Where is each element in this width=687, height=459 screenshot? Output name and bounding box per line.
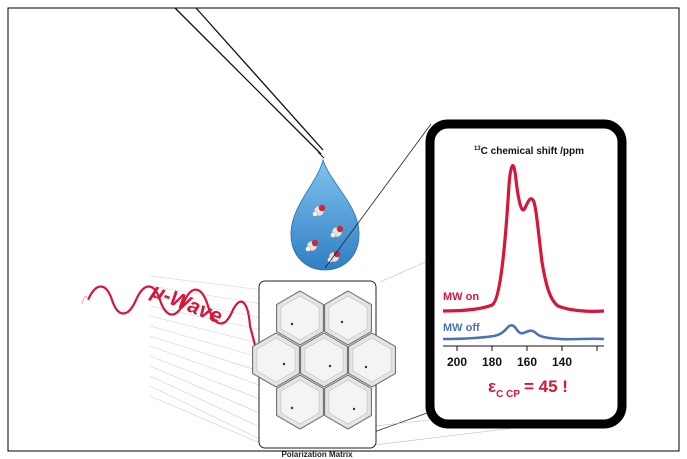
radical-dot xyxy=(290,322,294,326)
spectrum-title-superscript: 13 xyxy=(474,146,481,152)
matrix-label: Polarization Matrix xyxy=(281,450,353,459)
wave-label: μ-Wave xyxy=(147,279,226,329)
matrix-pore xyxy=(328,295,368,341)
mw-off-trace xyxy=(442,324,605,341)
polarization-matrix: Polarization Matrix xyxy=(252,280,396,459)
tick-label: 200 xyxy=(447,355,467,369)
enhancement-subscript: C CP xyxy=(496,389,520,400)
radical-dot xyxy=(352,407,356,411)
matrix-pore xyxy=(328,379,368,425)
radical-dot xyxy=(328,364,332,368)
spectrum-title: 13C chemical shift /ppm xyxy=(474,146,584,157)
tick-label: 180 xyxy=(482,355,502,369)
molecule-icon xyxy=(305,239,319,252)
radical-dot xyxy=(340,320,344,324)
x-axis: 200 180 160 140 xyxy=(443,345,604,369)
mw-on-trace xyxy=(442,164,605,313)
molecule-icon xyxy=(330,225,344,238)
tick-label: 140 xyxy=(552,355,572,369)
beam-lines xyxy=(149,275,263,445)
matrix-pore xyxy=(280,295,320,341)
radical-dot xyxy=(364,365,368,369)
pipette-icon xyxy=(174,7,325,159)
zoom-lines xyxy=(324,123,432,433)
mw-on-label: MW on xyxy=(443,291,479,303)
molecule-icon xyxy=(312,204,326,217)
mw-off-label: MW off xyxy=(443,322,480,334)
matrix-pore xyxy=(304,337,344,383)
matrix-pore xyxy=(256,337,296,383)
tick-label: 160 xyxy=(517,355,537,369)
spectrum-frame xyxy=(425,119,627,429)
matrix-pore xyxy=(280,379,320,425)
enhancement-symbol: ε xyxy=(488,377,496,396)
matrix-pore xyxy=(352,337,392,383)
enhancement-value: = 45 ! xyxy=(524,377,568,396)
spectrum-inset: 13C chemical shift /ppm MW on MW off 200… xyxy=(425,119,627,429)
outer-frame xyxy=(7,7,680,452)
radical-dot xyxy=(282,362,286,366)
radical-dot xyxy=(290,406,294,410)
spectrum-title-text: C chemical shift /ppm xyxy=(481,146,584,157)
enhancement-factor: εC CP = 45 ! xyxy=(488,377,568,400)
microwave-wave-icon xyxy=(81,285,265,376)
droplet-icon xyxy=(290,158,360,271)
matrix-cells xyxy=(252,290,396,430)
